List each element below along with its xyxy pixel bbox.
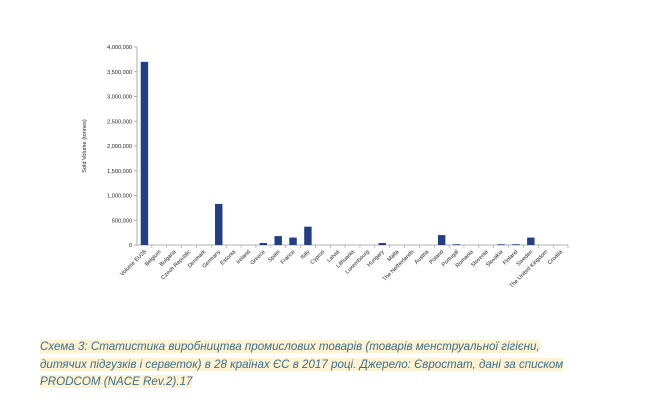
caption-line-2: дитячих підгузків і серветок) в 28 країн… [40,357,564,371]
x-tick-label: Greece [250,249,267,266]
bar [289,237,297,245]
x-tick-label: Hungary [366,249,385,268]
x-tick-label: France [280,249,297,266]
y-tick-label: 1,500,000 [107,169,132,175]
y-axis-title: Sold Volume (tonnes) [82,119,88,173]
y-tick-label: 500,000 [112,218,132,224]
bar [497,244,505,246]
bar [512,244,520,246]
bar [378,243,386,245]
bar [259,243,268,245]
x-tick-label: Slovakia [485,249,505,269]
y-tick-label: 3,000,000 [107,95,132,101]
bar [140,61,149,245]
y-tick-label: 4,000,000 [107,45,132,51]
caption-line-1: Схема 3: Статистика виробництва промисло… [40,340,540,353]
y-tick-label: 3,500,000 [107,70,132,76]
bar-chart: 0 500,000 1,000,000 1,500,000 2,000,000 2,500… [82,45,569,289]
x-tick-label: Croatia [547,249,565,267]
bar [304,226,312,245]
chart-svg: 0 500,000 1,000,000 1,500,000 2,000,000 2,500… [82,45,569,289]
bar [274,236,282,245]
figure-caption: Схема 3: Статистика виробництва промисло… [40,338,640,391]
x-tick-label: Italy [300,249,312,261]
x-tick-label: Estonia [220,249,238,267]
caption-line-3: PRODCOM (NACE Rev.2).17 [40,375,193,388]
bar [215,203,223,245]
y-tick-label: 0 [129,243,132,249]
x-tick-label: Austria [414,249,431,266]
bar [437,235,446,245]
y-tick-label: 2,500,000 [107,119,132,125]
y-tick-label: 2,000,000 [107,144,132,150]
bar [527,237,535,245]
x-tick-label: Cyprus [309,249,326,266]
y-tick-label: 1,000,000 [107,194,132,200]
bar [452,244,461,246]
